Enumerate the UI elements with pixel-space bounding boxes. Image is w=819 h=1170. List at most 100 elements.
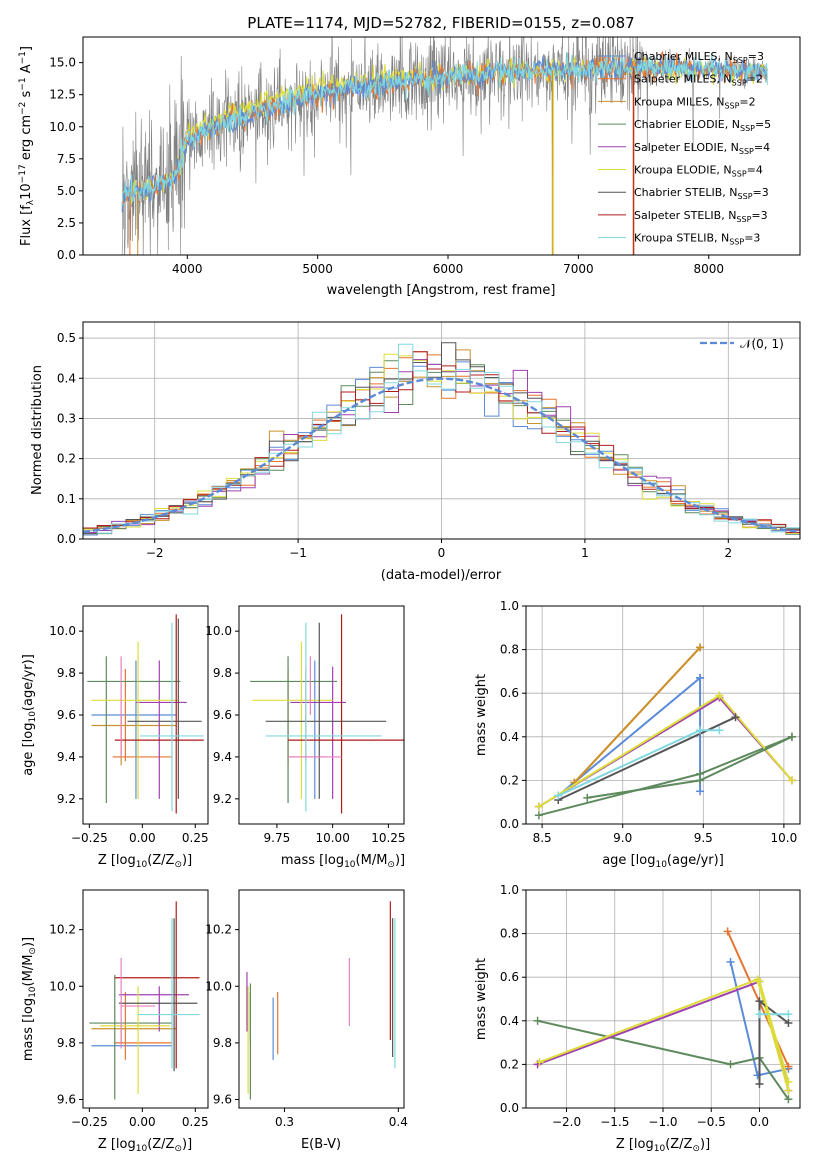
weight-point bbox=[755, 1080, 764, 1089]
errorbar-kroupa-elodie bbox=[252, 641, 333, 799]
weight-point bbox=[784, 1095, 793, 1104]
y-tick-label: 12.5 bbox=[49, 88, 76, 102]
errorbar-kroupa-stelib bbox=[138, 918, 200, 1069]
x-tick-label: −2 bbox=[146, 546, 164, 560]
y-tick-label: 10.0 bbox=[49, 979, 76, 993]
weight-point bbox=[534, 802, 543, 811]
weight-series-kroupa-stelib-7 bbox=[554, 726, 724, 800]
chart-title: PLATE=1174, MJD=52782, FIBERID=0155, z=0… bbox=[247, 14, 634, 32]
weight-line bbox=[538, 735, 793, 817]
spectrum-x-label: wavelength [Angstrom, rest frame] bbox=[327, 283, 556, 298]
weight-point bbox=[784, 1077, 793, 1086]
x-tick-label: −1.0 bbox=[648, 1115, 677, 1129]
weight-point bbox=[755, 997, 764, 1006]
x-tick-label: 6000 bbox=[433, 262, 464, 276]
weight-age-frame bbox=[525, 605, 801, 825]
y-tick-label: 10.2 bbox=[205, 923, 232, 937]
errorbar-kroupa-elodie bbox=[91, 641, 179, 799]
weight-point bbox=[755, 1010, 764, 1019]
x-tick-label: 10.25 bbox=[371, 831, 405, 845]
legend-item-salpeter-stelib: Salpeter STELIB, NSSP=3 bbox=[598, 209, 768, 224]
x-tick-label: 0.4 bbox=[389, 1115, 408, 1129]
x-tick-label: 0.25 bbox=[182, 831, 209, 845]
weight-series-chabrier-stelib-6 bbox=[554, 713, 740, 805]
y-tick-label: 9.8 bbox=[213, 666, 232, 680]
y-tick-label: 0.2 bbox=[500, 773, 519, 787]
age-mass-x-label: mass [log10(M/M⊙)] bbox=[281, 853, 405, 870]
legend-item-kroupa-elodie: Kroupa ELODIE, NSSP=4 bbox=[598, 164, 763, 179]
weight-vs-metallicity-panel: −2.0 −1.5 −1.0 −0.5 0.0 0.0 0.2 0.4 0.6 0.8 1.0 Z … bbox=[474, 883, 801, 1154]
weight-point bbox=[534, 811, 543, 820]
y-tick-label: 9.6 bbox=[57, 1093, 76, 1107]
x-tick-label: −2.0 bbox=[552, 1115, 581, 1129]
x-tick-label: 10.0 bbox=[771, 831, 798, 845]
weight-point bbox=[723, 927, 732, 936]
mass-vs-ebv-panel: 0.3 0.4 9.6 9.8 10.0 10.2 E(B-V) bbox=[205, 889, 408, 1152]
histogram-plot bbox=[83, 322, 800, 540]
legend-label: Salpeter ELODIE, NSSP=4 bbox=[634, 141, 770, 156]
y-tick-label: 10.0 bbox=[205, 979, 232, 993]
legend-label: Kroupa MILES, NSSP=2 bbox=[634, 95, 756, 110]
errorbar-salpeter-elodie bbox=[290, 666, 347, 799]
weight-point bbox=[696, 787, 705, 796]
x-tick-label: 9.5 bbox=[694, 831, 713, 845]
y-tick-label: 15.0 bbox=[49, 56, 76, 70]
legend-item-salpeter-miles: Salpeter MILES, NSSP=2 bbox=[598, 73, 763, 88]
x-tick-label: 2 bbox=[724, 546, 732, 560]
legend-label: Chabrier STELIB, NSSP=3 bbox=[634, 186, 769, 201]
weight-series-chabrier-stelib-5 bbox=[755, 997, 793, 1089]
y-tick-label: 5.0 bbox=[57, 184, 76, 198]
weight-z-x-label: Z [log10(Z/Z⊙)] bbox=[616, 1137, 710, 1154]
age-z-y-label: age [log10(age/yr)] bbox=[21, 654, 38, 776]
y-tick-label: 2.5 bbox=[57, 216, 76, 230]
errorbar-chabrier-elodie bbox=[87, 656, 181, 804]
legend-item-salpeter-elodie: Salpeter ELODIE, NSSP=4 bbox=[598, 141, 770, 156]
x-tick-label: 9.75 bbox=[264, 831, 291, 845]
weight-point bbox=[784, 1010, 793, 1019]
y-tick-label: 0.0 bbox=[500, 1101, 519, 1115]
x-tick-label: 1 bbox=[581, 546, 589, 560]
histogram-salpeter-stelib bbox=[83, 351, 800, 533]
errorbar-extra-pink bbox=[120, 957, 156, 1049]
errorbar-chabrier-stelib bbox=[119, 918, 198, 1072]
weight-line bbox=[573, 646, 701, 784]
y-tick-label: 10.0 bbox=[49, 624, 76, 638]
histogram-legend: 𝒩(0, 1) bbox=[700, 337, 784, 351]
weight-point bbox=[696, 673, 705, 682]
errorbar-salpeter-stelib bbox=[288, 614, 404, 814]
y-tick-label: 9.8 bbox=[213, 1036, 232, 1050]
y-tick-label: 0.2 bbox=[57, 452, 76, 466]
spectrum-x-ticks: 4000 5000 6000 7000 8000 bbox=[172, 255, 724, 276]
y-tick-label: 9.2 bbox=[57, 792, 76, 806]
legend-label: Salpeter STELIB, NSSP=3 bbox=[634, 209, 768, 224]
errorbar-extra-pink bbox=[288, 656, 342, 758]
histogram-y-label: Normed distribution bbox=[30, 365, 45, 495]
weight-point bbox=[535, 1058, 544, 1067]
weight-series-kroupa-elodie-4 bbox=[535, 975, 793, 1095]
y-tick-label: 0.0 bbox=[57, 532, 76, 546]
errorbar-chabrier-stelib bbox=[265, 622, 387, 799]
y-tick-label: 9.4 bbox=[57, 750, 76, 764]
spectrum-legend: Chabrier MILES, NSSP=3 Salpeter MILES, NS… bbox=[598, 50, 771, 247]
histogram-x-ticks: −2 −1 0 1 2 bbox=[146, 539, 732, 560]
mass-z-frame bbox=[82, 889, 209, 1109]
y-tick-label: 0.1 bbox=[57, 492, 76, 506]
errorbar-salpeter-elodie bbox=[119, 986, 189, 1032]
weight-series-kroupa-stelib-6 bbox=[755, 1010, 793, 1019]
y-tick-label: 10.0 bbox=[205, 624, 232, 638]
x-tick-label: 8000 bbox=[693, 262, 724, 276]
x-tick-label: −1 bbox=[289, 546, 307, 560]
x-tick-label: 0.0 bbox=[750, 1115, 769, 1129]
age-vs-mass-panel: 9.75 10.00 10.25 9.2 9.4 9.6 9.8 10.0 mass [log… bbox=[205, 605, 406, 870]
y-tick-label: 1.0 bbox=[500, 883, 519, 897]
weight-point bbox=[696, 776, 705, 785]
weight-series-kroupa-elodie-7 bbox=[755, 977, 793, 1086]
x-tick-label: 0.00 bbox=[129, 831, 156, 845]
weight-series-chabrier-elodie-8 bbox=[583, 732, 796, 802]
x-tick-label: −0.5 bbox=[697, 1115, 726, 1129]
age-vs-metallicity-panel: −0.25 0.00 0.25 9.2 9.4 9.6 9.8 10.0 Z [log10(Z… bbox=[21, 605, 209, 870]
y-tick-label: 9.4 bbox=[213, 750, 232, 764]
x-tick-label: 10.00 bbox=[315, 831, 349, 845]
histogram-panel: −2 −1 0 1 2 0.0 0.1 0.2 0.3 0.4 0.5 (data-model)/… bbox=[30, 321, 801, 583]
errorbar-salpeter-stelib bbox=[114, 901, 200, 1069]
